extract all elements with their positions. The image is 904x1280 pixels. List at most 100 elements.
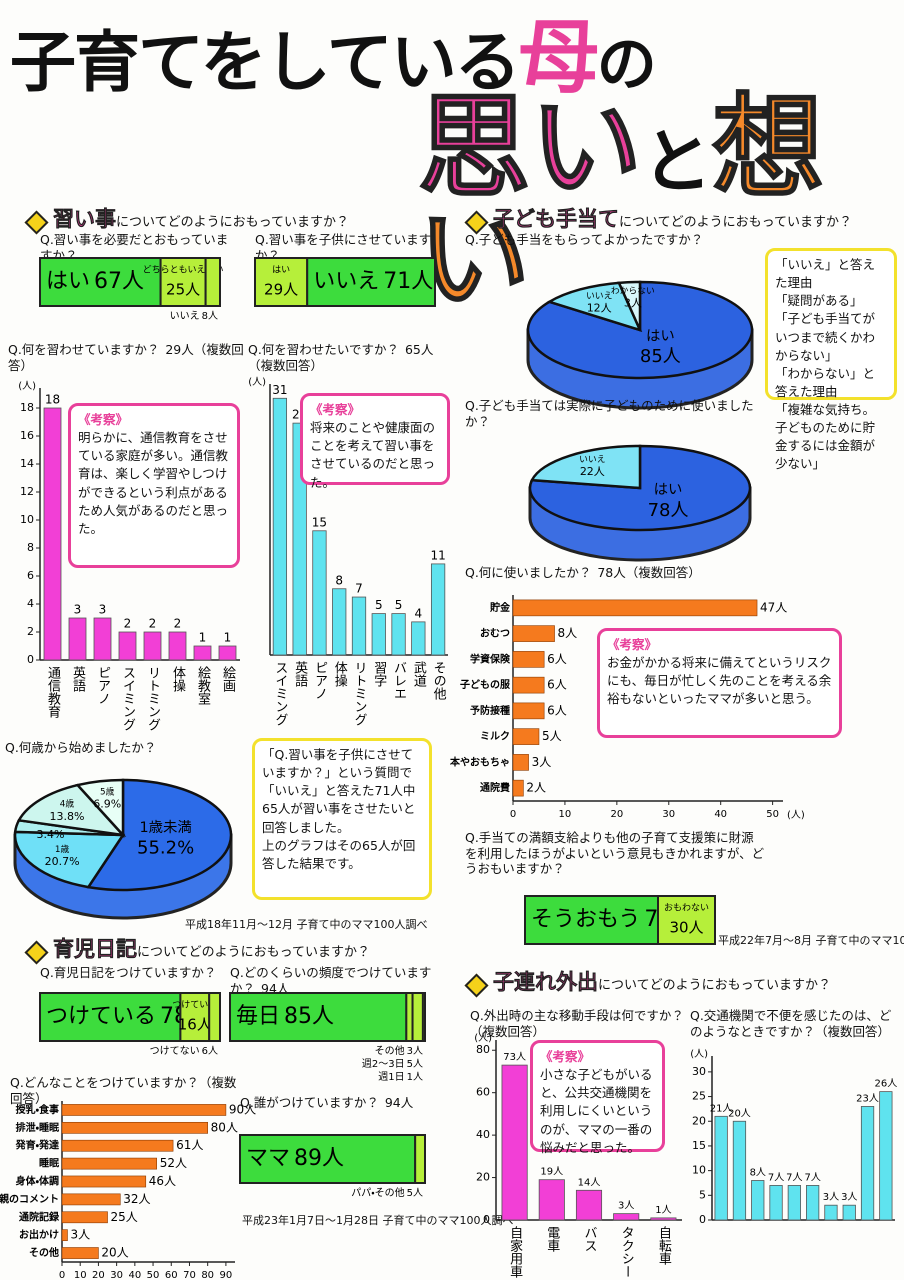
note-line: 「複雑な気持ち。子どものために貯金するには金額が少ない」: [775, 402, 876, 472]
pie-slice: [617, 280, 642, 331]
bar: [824, 1204, 838, 1221]
segment-category: 毎日: [236, 1004, 280, 1029]
segment-category: はい: [46, 269, 90, 294]
note-line: 上のグラフはその65人が回答した結果です。: [262, 837, 416, 871]
bar: [650, 1217, 677, 1221]
question: Q.何歳から始めましたか？: [5, 740, 157, 755]
x-tick-label: 10: [74, 1270, 87, 1280]
bar: [61, 1211, 108, 1224]
note-box: 「Q.習い事を子供にさせていますか？」という質問で「いいえ」と答えた71人中65…: [252, 738, 432, 900]
x-tick-label: 30: [662, 809, 675, 820]
segment-value: 6人: [202, 1046, 218, 1057]
segment-value: 5人: [407, 1188, 423, 1199]
segment-label: その他 3人: [375, 1044, 423, 1057]
segment-value: 30人: [669, 919, 703, 937]
segment-label: パパ・その他 5人: [351, 1186, 423, 1199]
chart-plot: そうおもう70人おもわない30人: [524, 895, 716, 945]
chart-plot: (人)0 10 20 30 40 5047人貯金8人おむつ6人学資保険6人子どもの服6人予…: [449, 595, 805, 821]
section-heading-rest: についてどのようにおもっていますか？: [598, 978, 831, 993]
y-tick-label: 30: [692, 1065, 706, 1078]
bar: [332, 588, 347, 656]
question: Q.誰がつけていますか？: [240, 1095, 379, 1110]
chart: Q.外出時の主な移動手段は何ですか？（複数回答） (人) 0 20 40 60 80 73人自…: [470, 1008, 695, 1280]
section-heading-rest: についてどのようにおもっていますか？: [137, 945, 370, 960]
bar-value-label: 73人: [503, 1052, 526, 1063]
segment-category: その他: [375, 1044, 405, 1057]
slice-category: わからない: [611, 285, 655, 296]
x-tick-label: 習字: [371, 661, 387, 687]
diamond-icon: [464, 973, 489, 998]
segment-label: ママ 89人: [246, 1146, 344, 1171]
chart-title: Q.外出時の主な移動手段は何ですか？（複数回答）: [470, 1008, 695, 1039]
x-tick-label: リトミング: [352, 661, 368, 726]
bar: [501, 1064, 528, 1221]
x-tick-label: 40: [128, 1270, 141, 1280]
bar: [312, 530, 327, 656]
chart: Q.どのくらいの頻度でつけていますか？ 94人 毎日 85人 その他 3人 週2〜3日 5人週…: [229, 965, 445, 1083]
y-tick-label: 排泄・睡眠: [16, 1121, 60, 1134]
segment-value: 89人: [294, 1146, 344, 1171]
segment-value: 25人: [166, 281, 200, 299]
segment-label: つけてない 6人: [150, 1045, 218, 1057]
bar-value-label: 2: [149, 617, 157, 631]
x-tick-label: 自家用車: [507, 1226, 522, 1278]
bar-value-label: 2人: [526, 781, 546, 795]
bar-value-label: 3人: [618, 1201, 634, 1212]
question: Q.どのくらいの頻度でつけていますか？: [230, 965, 432, 996]
bar: [538, 1179, 565, 1221]
diamond-icon: [464, 210, 489, 235]
segment-value: 67人: [94, 269, 144, 294]
chart-title: Q.育児日記をつけていますか？: [40, 965, 230, 981]
segment-value: 16人: [178, 1016, 212, 1034]
note-box: 《考察》 将来のことや健康面のことを考えて習い事をさせているのだと思った。: [300, 393, 450, 490]
note-line: 「わからない」と答えた理由: [775, 365, 876, 399]
segment-value: 1人: [407, 1072, 423, 1083]
bar-value-label: 18: [45, 393, 60, 407]
x-tick-label: 40: [714, 809, 727, 820]
bar: [391, 613, 406, 656]
x-tick-label: 50: [766, 809, 779, 820]
bar: [61, 1139, 174, 1152]
bar: [430, 563, 446, 656]
bar: [143, 631, 162, 661]
y-tick-label: 0: [483, 1213, 490, 1226]
y-tick-label: 8: [27, 541, 34, 554]
y-tick-label: 10: [692, 1164, 706, 1177]
y-tick-label: 予防接種: [470, 704, 510, 717]
title-part: 子育てをしている: [10, 24, 521, 101]
chart-plot: はい 29人 いいえ 71人: [254, 257, 437, 307]
x-tick-label: ピアノ: [95, 666, 110, 705]
bar-value-label: 25人: [111, 1210, 138, 1224]
source-note: 平成22年7月〜8月 子育て中のママ100人調べ: [718, 934, 904, 947]
question: Q.子ども手当をもらってよかったですか？: [465, 232, 704, 247]
bar: [787, 1185, 801, 1221]
chart-plot: つけている78人つけていた16人つけてない6人: [39, 992, 221, 1057]
segment-category: つけていた: [172, 1000, 217, 1011]
bar-value-label: 1: [224, 631, 232, 645]
bar-value-label: 2: [174, 617, 182, 631]
bar-value-label: 20人: [728, 1108, 751, 1119]
title-line-1: 子育てをしている母の: [10, 18, 657, 101]
note-box: 《考察》 小さな子どもがいると、公共交通機関を利用しにくいというのが、ママの一番の…: [530, 1040, 665, 1155]
bar-value-label: 6人: [547, 652, 567, 666]
y-tick-label: 子どもの服: [460, 678, 511, 691]
x-tick-label: 20: [610, 809, 623, 820]
y-tick-label: その他: [29, 1246, 59, 1259]
x-tick-label: 60: [165, 1270, 178, 1280]
note-box: 《考察》 お金がかかる将来に備えてというリスクにも、毎日が忙しく先のことを考える余…: [597, 628, 842, 738]
y-tick-label: 発育・発達: [15, 1139, 59, 1152]
y-tick-label: 通院費: [480, 781, 510, 794]
section-heading: 子連れ外出: [493, 970, 599, 995]
chart-subtitle: 94人: [384, 1095, 414, 1110]
bar-value-label: 31: [272, 383, 287, 397]
note-heading: 《考察》: [540, 1049, 591, 1064]
chart-subtitle: 78人（複数回答）: [597, 565, 701, 580]
bar: [61, 1104, 227, 1116]
x-tick-label: 体操: [170, 666, 186, 692]
bar-segment: [421, 992, 427, 1042]
slice-category: 4歳: [60, 798, 75, 810]
segment-category: いいえ: [313, 269, 379, 294]
x-tick-label: 絵画: [220, 666, 236, 692]
